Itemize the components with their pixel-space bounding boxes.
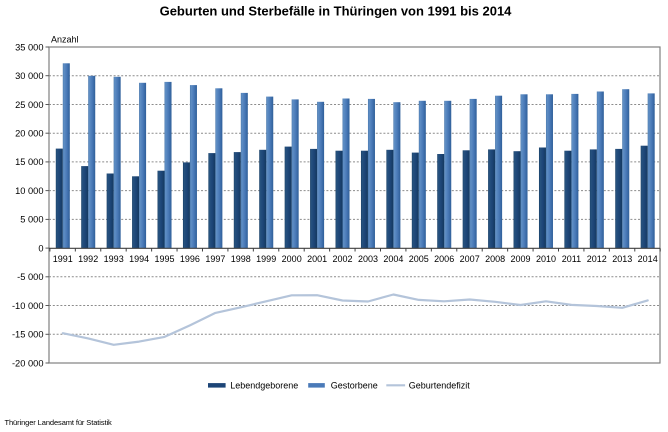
svg-text:Geburten und Sterbefälle in Th: Geburten und Sterbefälle in Thüringen vo… [160,3,513,18]
svg-text:Thüringer Landesamt für Statis: Thüringer Landesamt für Statistik [5,418,113,427]
svg-text:2007: 2007 [460,254,480,264]
svg-text:25 000: 25 000 [15,100,43,110]
svg-text:Geburtendefizit: Geburtendefizit [409,380,471,390]
svg-text:2009: 2009 [510,254,530,264]
svg-text:1996: 1996 [180,254,200,264]
svg-text:2010: 2010 [536,254,556,264]
svg-text:1991: 1991 [53,254,73,264]
svg-text:35 000: 35 000 [15,42,43,52]
svg-text:Gestorbene: Gestorbene [331,380,378,390]
svg-text:-5 000: -5 000 [17,272,43,282]
svg-text:2012: 2012 [587,254,607,264]
svg-text:2013: 2013 [612,254,632,264]
svg-text:Anzahl: Anzahl [51,35,79,45]
svg-text:10 000: 10 000 [15,186,43,196]
svg-text:2003: 2003 [358,254,378,264]
svg-text:2011: 2011 [562,254,581,264]
svg-text:20 000: 20 000 [15,129,43,139]
svg-text:1998: 1998 [231,254,251,264]
svg-text:1999: 1999 [256,254,276,264]
svg-text:30 000: 30 000 [15,71,43,81]
svg-text:2005: 2005 [409,254,429,264]
svg-text:0: 0 [38,243,43,253]
svg-text:1997: 1997 [205,254,225,264]
svg-text:2006: 2006 [434,254,454,264]
svg-text:-15 000: -15 000 [12,330,44,340]
svg-text:2004: 2004 [383,254,403,264]
svg-text:5 000: 5 000 [20,215,43,225]
svg-text:2008: 2008 [485,254,505,264]
svg-text:2002: 2002 [332,254,352,264]
svg-text:1992: 1992 [78,254,98,264]
svg-text:2001: 2001 [307,254,327,264]
svg-text:1993: 1993 [104,254,124,264]
svg-text:Lebendgeborene: Lebendgeborene [230,380,298,390]
svg-text:2000: 2000 [282,254,302,264]
svg-text:1995: 1995 [154,254,174,264]
svg-text:2014: 2014 [638,254,658,264]
svg-text:15 000: 15 000 [15,157,43,167]
svg-text:-20 000: -20 000 [12,358,44,368]
svg-text:-10 000: -10 000 [12,301,44,311]
svg-text:1994: 1994 [129,254,149,264]
